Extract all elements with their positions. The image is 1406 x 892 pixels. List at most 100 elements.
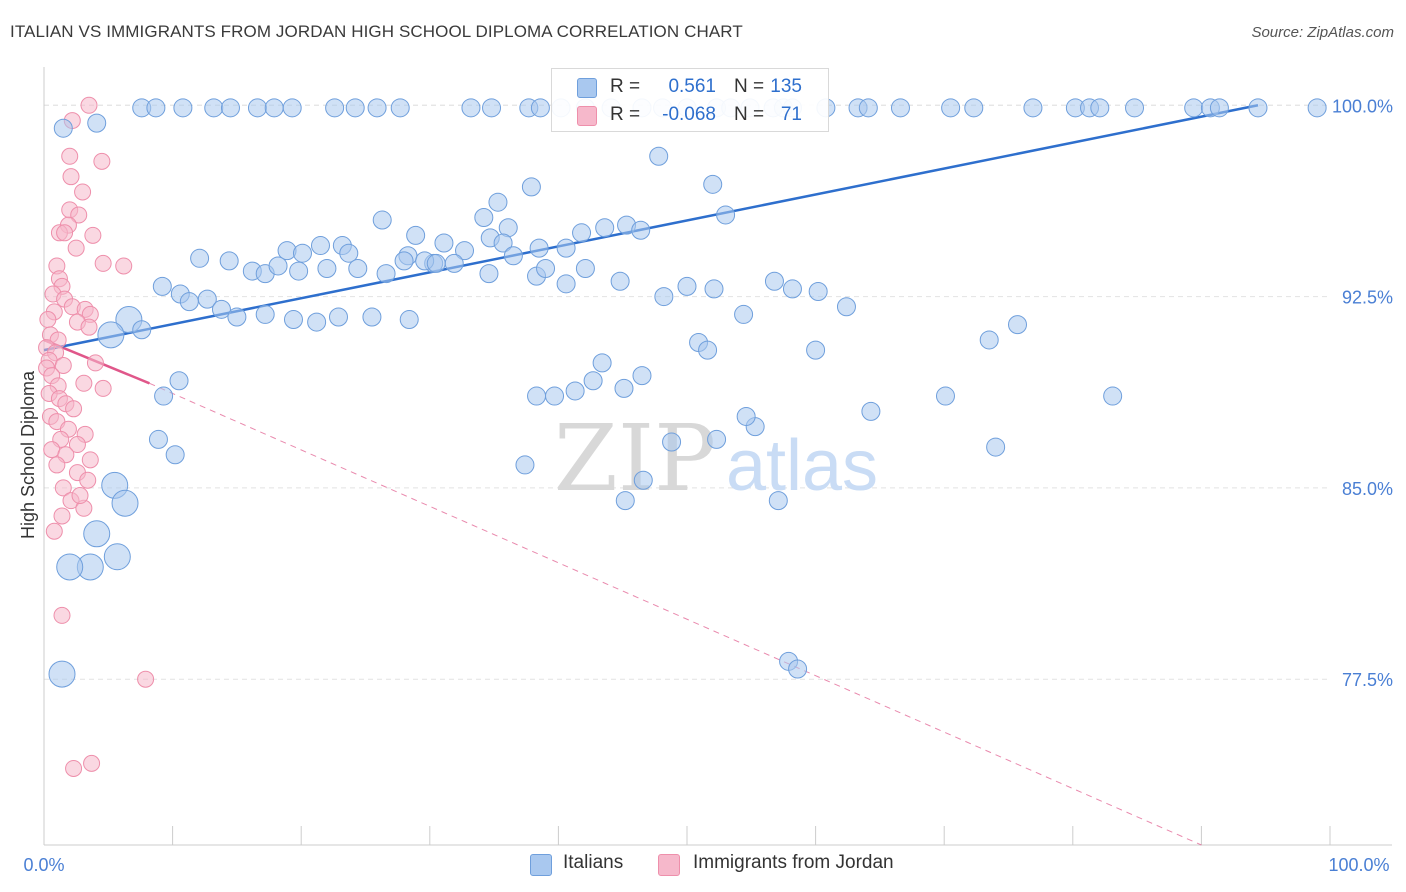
italian-point (474, 207, 494, 227)
italian-point (390, 98, 410, 118)
jordan-point (65, 400, 83, 418)
jordan-point (54, 356, 72, 374)
italian-point (255, 304, 275, 324)
jordan-point (81, 451, 99, 469)
italian-point (592, 353, 612, 373)
italian-point (227, 307, 247, 327)
italian-point (503, 246, 523, 266)
jordan-point (94, 379, 112, 397)
italian-point (165, 445, 185, 465)
italian-point (179, 292, 199, 312)
chart-title: ITALIAN VS IMMIGRANTS FROM JORDAN HIGH S… (10, 22, 743, 41)
jordan-point (68, 436, 86, 454)
italian-point (197, 289, 217, 309)
italian-point (56, 553, 84, 581)
italian-point (649, 146, 669, 166)
italian-point (707, 429, 727, 449)
italian-point (615, 491, 635, 511)
jordan-point (115, 257, 133, 275)
italian-point (325, 98, 345, 118)
jordan-point (79, 471, 97, 489)
jordan-point (56, 224, 74, 242)
italian-point (493, 233, 513, 253)
y-tick-label: 92.5% (1342, 288, 1393, 308)
italian-point (173, 98, 193, 118)
italian-point (339, 243, 359, 263)
italian-point (148, 429, 168, 449)
italian-point (677, 276, 697, 296)
italian-point (53, 118, 73, 138)
italian-point (782, 279, 802, 299)
jordan-point (53, 606, 71, 624)
jordan-points (38, 96, 155, 777)
series-legend: Italians Immigrants from Jordan (0, 851, 1406, 879)
jordan-point (71, 487, 89, 505)
italian-point (572, 223, 592, 243)
italian-point (1023, 98, 1043, 118)
y-tick-label: 85.0% (1342, 479, 1393, 499)
italian-point (289, 261, 309, 281)
italian-point (434, 233, 454, 253)
italian-point (372, 210, 392, 230)
italian-point (1103, 386, 1123, 406)
jordan-point (61, 147, 79, 165)
italian-point (219, 251, 239, 271)
italian-point (521, 177, 541, 197)
jordan-point (74, 183, 92, 201)
legend-r-value: 0.561 (668, 76, 716, 97)
jordan-point (75, 374, 93, 392)
italian-point (515, 455, 535, 475)
jordan-point (45, 522, 63, 540)
italian-point (317, 259, 337, 279)
italian-point (1008, 315, 1028, 335)
axes (43, 67, 1392, 846)
italian-point (536, 259, 556, 279)
italian-point (461, 98, 481, 118)
correlation-legend: R = 0.561 N = 135 R = -0.068 N = 71 (551, 68, 829, 132)
italian-point (1125, 98, 1145, 118)
italian-point (482, 98, 502, 118)
italian-point (806, 340, 826, 360)
italian-point (455, 241, 475, 261)
italian-point (132, 320, 152, 340)
italian-point (362, 307, 382, 327)
italian-point (662, 432, 682, 452)
italian-point (734, 304, 754, 324)
legend-r-label: R = (610, 104, 641, 125)
legend-swatch-blue (577, 78, 597, 98)
italian-point (575, 259, 595, 279)
legend-n-value: 135 (770, 76, 802, 97)
italian-point (545, 386, 565, 406)
jordan-point (65, 759, 83, 777)
x-tick-label-min: 0.0% (23, 855, 64, 875)
italian-point (698, 340, 718, 360)
italian-point (264, 98, 284, 118)
italian-point (941, 98, 961, 118)
italian-point (556, 274, 576, 294)
italian-point (583, 371, 603, 391)
italian-point (111, 489, 139, 517)
jordan-point (43, 441, 61, 459)
tick-labels: 77.5% 85.0% 92.5% 100.0% 0.0% 100.0% (23, 96, 1393, 875)
italian-point (348, 259, 368, 279)
italian-point (633, 470, 653, 490)
italian-point (48, 660, 76, 688)
italian-point (426, 253, 446, 273)
italian-point (614, 378, 634, 398)
italian-point (220, 98, 240, 118)
italian-point (716, 205, 736, 225)
jordan-point (67, 239, 85, 257)
legend-n-label: N = (734, 104, 765, 125)
italian-point (444, 253, 464, 273)
italian-point (190, 248, 210, 268)
italian-point (87, 113, 107, 133)
italian-point (527, 386, 547, 406)
watermark: ZIP atlas (554, 405, 878, 512)
jordan-point (94, 254, 112, 272)
x-tick-label-max: 100.0% (1328, 855, 1389, 875)
italian-point (1307, 98, 1327, 118)
y-axis-label: High School Diploma (18, 370, 38, 539)
legend-swatch-pink (577, 106, 597, 126)
italian-point (103, 543, 131, 571)
italian-point (83, 520, 111, 548)
